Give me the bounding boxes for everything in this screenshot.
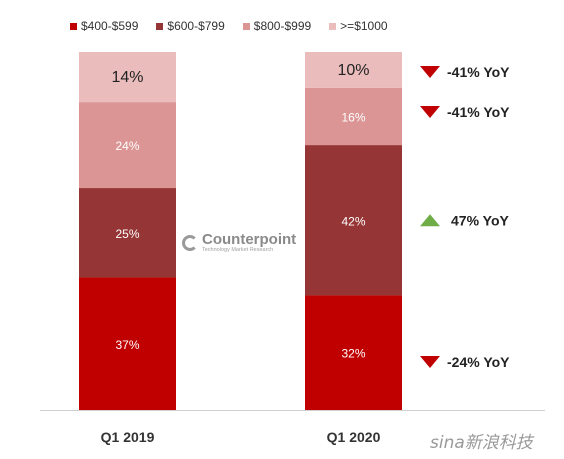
watermark-brand: Counterpoint	[202, 231, 297, 248]
legend-swatch	[329, 22, 337, 30]
legend-swatch	[156, 22, 164, 30]
yoy-label: 47% YoY	[451, 212, 510, 228]
down-triangle-icon	[420, 106, 440, 118]
counterpoint-watermark: Counterpoint Technology Market Research	[182, 232, 296, 254]
yoy-label: -41% YoY	[447, 64, 510, 80]
yoy-annotations: -41% YoY -41% YoY 47% YoY -24% YoY	[420, 64, 510, 370]
legend-swatch	[70, 22, 77, 30]
bar-segment	[305, 145, 402, 296]
down-triangle-icon	[420, 356, 440, 368]
bar-segment	[79, 188, 176, 278]
category-label: Q1 2019	[101, 429, 155, 445]
segment-value-label: 25%	[115, 227, 139, 241]
legend-label: >=$1000	[340, 19, 388, 33]
category-label: Q1 2020	[327, 429, 381, 445]
segment-value-label: 42%	[341, 214, 365, 228]
watermark-subtitle: Technology Market Research	[202, 247, 274, 253]
up-triangle-icon	[420, 214, 440, 227]
segment-value-label: 14%	[111, 69, 143, 86]
legend-label: $600-$799	[167, 19, 225, 33]
yoy-label: -41% YoY	[447, 104, 510, 120]
down-triangle-icon	[420, 66, 440, 78]
sina-tech-logo: sina新浪科技	[430, 433, 533, 453]
legend-item-3: >=$1000	[329, 19, 388, 33]
yoy-label: -24% YoY	[447, 354, 510, 370]
segment-value-label: 37%	[115, 338, 139, 352]
bar-segment	[305, 87, 402, 146]
legend-label: $800-$999	[253, 19, 312, 33]
legend-swatch	[242, 22, 250, 30]
category-labels: Q1 2019 Q1 2020	[101, 429, 381, 445]
legend-label: $400-$599	[81, 19, 139, 33]
bar-segment	[79, 277, 176, 410]
segment-value-label: 10%	[337, 62, 369, 79]
chart-legend: $400-$599 $600-$799 $800-$999 >=$1000	[70, 19, 388, 33]
legend-item-0: $400-$599	[70, 19, 138, 33]
bars-layer: 37% 25% 24% 14% 32% 42% 16% 10%	[40, 52, 545, 411]
bar-segment	[79, 52, 176, 103]
segment-value-label: 24%	[115, 139, 139, 153]
segment-value-label: 32%	[341, 347, 365, 361]
bar-segment	[305, 52, 402, 88]
bar-segment	[305, 295, 402, 410]
segment-value-label: 16%	[341, 110, 365, 124]
bar-segment	[79, 102, 176, 189]
counterpoint-logo-icon	[182, 234, 198, 251]
legend-item-1: $600-$799	[156, 19, 225, 33]
legend-item-2: $800-$999	[242, 19, 312, 33]
